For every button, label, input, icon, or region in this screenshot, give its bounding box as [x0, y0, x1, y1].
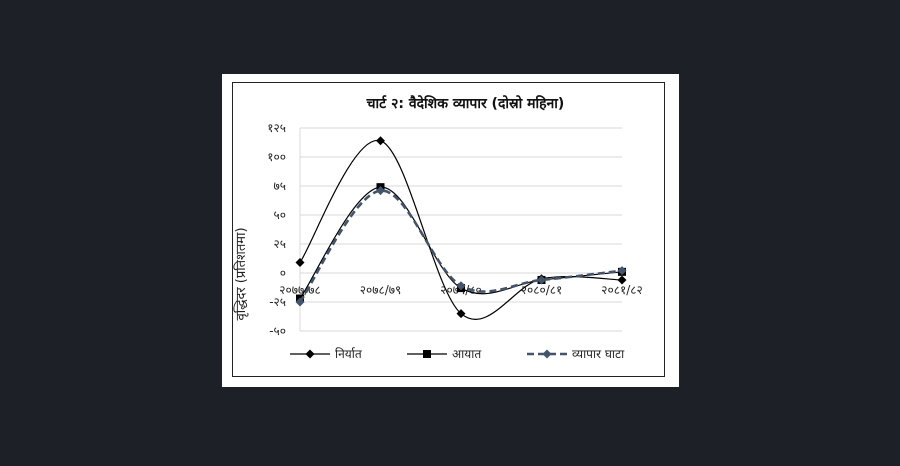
y-tick-label: २५ — [274, 237, 286, 251]
series-0 — [295, 136, 627, 320]
x-tick-label: २०७७/७८ — [279, 283, 320, 297]
data-point — [456, 309, 466, 319]
x-tick-label: २०८०/८१ — [521, 283, 562, 297]
y-tick-label: -२५ — [269, 295, 286, 309]
series-line — [298, 189, 623, 303]
y-tick-labels: -५० -२५ ० २५ ५० ७५ १०० १२५ — [267, 121, 286, 338]
chart-figure: चार्ट २: वैदेशिक व्यापार (दोस्रो महिना) … — [222, 74, 679, 387]
legend-label: आयात — [452, 347, 482, 361]
legend-item: व्यापार घाटा — [527, 347, 625, 361]
series-2 — [295, 186, 627, 307]
data-point — [376, 136, 385, 146]
data-point — [617, 275, 627, 285]
data-point — [537, 275, 546, 285]
legend-marker — [305, 349, 315, 359]
x-tick-label: २०८१/८२ — [601, 283, 642, 297]
y-tick-label: ५० — [274, 208, 286, 222]
legend-label: व्यापार घाटा — [572, 347, 625, 361]
data-point — [617, 266, 627, 276]
y-tick-label: १०० — [267, 150, 286, 164]
legend-marker — [542, 349, 552, 359]
data-point — [376, 186, 385, 196]
legend-label: निर्यात — [335, 347, 363, 361]
data-point — [295, 297, 305, 307]
y-tick-label: -५० — [269, 324, 286, 338]
grid-lines — [299, 127, 622, 332]
y-tick-label: ० — [280, 266, 286, 280]
series-lines — [295, 136, 627, 320]
x-tick-label: २०७८/७९ — [360, 283, 401, 297]
chart-frame — [232, 82, 665, 377]
chart-title: चार्ट २: वैदेशिक व्यापार (दोस्रो महिना) — [366, 96, 565, 112]
legend-marker — [423, 350, 431, 358]
legend: निर्यात आयात व्यापार घाटा — [290, 347, 625, 361]
y-tick-label: १२५ — [267, 121, 286, 135]
y-tick-label: ७५ — [274, 179, 286, 193]
data-point — [456, 281, 466, 291]
legend-item: निर्यात — [290, 347, 363, 361]
legend-item: आयात — [407, 347, 482, 361]
series-line — [299, 140, 623, 320]
data-point — [295, 258, 305, 268]
